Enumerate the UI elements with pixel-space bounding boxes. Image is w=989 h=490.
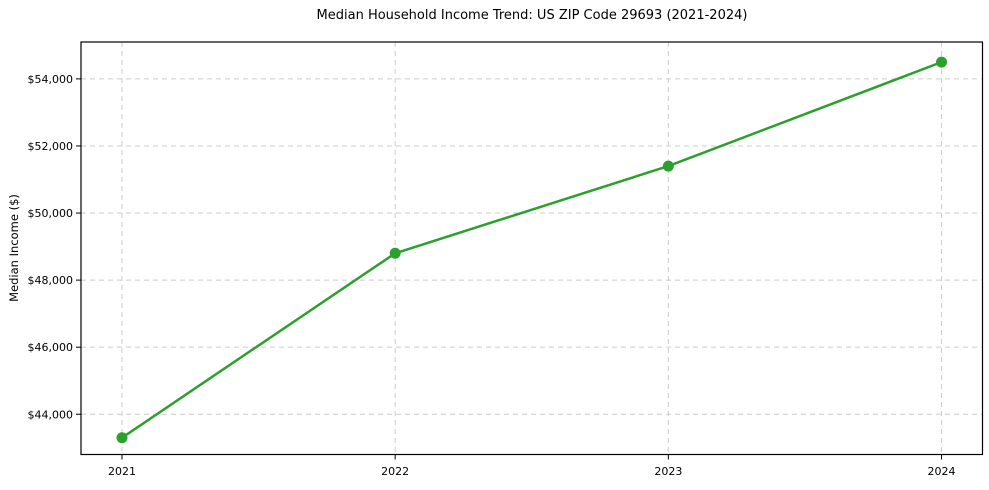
chart-title: Median Household Income Trend: US ZIP Co… [316,8,748,23]
data-point-2024 [936,56,948,68]
x-tick-label: 2024 [928,465,956,478]
y-tick-label: $50,000 [28,207,74,220]
data-point-2021 [116,432,128,444]
y-tick-label: $44,000 [28,408,74,421]
y-tick-label: $54,000 [28,73,74,86]
y-tick-label: $46,000 [28,341,74,354]
data-point-2022 [389,247,401,259]
trend-line [120,60,943,439]
x-tick-label: 2023 [654,465,682,478]
y-tick-label: $52,000 [28,140,74,153]
y-tick-label: $48,000 [28,274,74,287]
x-tick-label: 2021 [108,465,136,478]
data-point-2023 [662,160,674,172]
x-tick-label: 2022 [381,465,409,478]
plot-frame [80,41,984,456]
